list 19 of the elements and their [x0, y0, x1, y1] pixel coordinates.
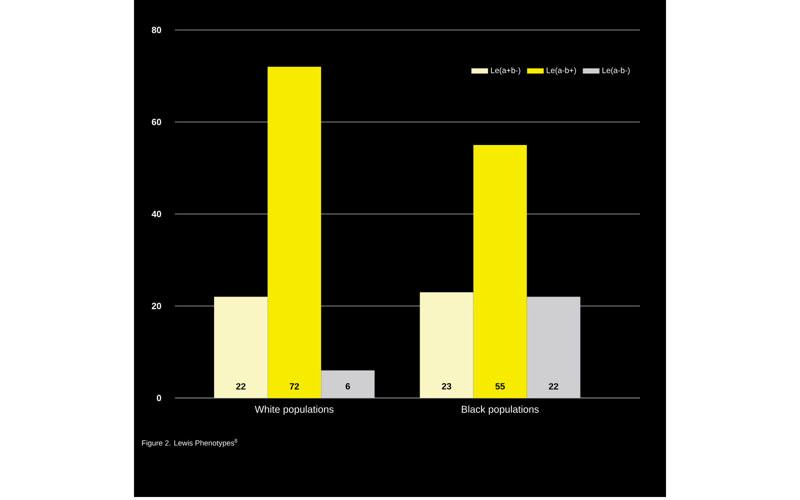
y-tick-label: 40	[152, 210, 162, 218]
bar	[268, 66, 322, 398]
bar	[420, 292, 474, 398]
y-tick-label: 0	[156, 394, 162, 402]
bar	[473, 144, 527, 398]
data-label: 6	[346, 383, 350, 390]
y-tick-label: 80	[152, 26, 162, 34]
bar	[321, 370, 375, 398]
y-tick-label: 20	[152, 302, 162, 310]
y-tick-label: 60	[152, 118, 162, 126]
bar	[526, 296, 580, 398]
data-label: 22	[236, 383, 246, 390]
x-tick-label: White populations	[254, 406, 334, 415]
data-label: 22	[548, 383, 558, 390]
bar	[214, 296, 268, 398]
data-label: 72	[290, 383, 299, 390]
data-label: 55	[495, 383, 505, 390]
data-label: 23	[442, 383, 452, 390]
x-tick-label: Black populations	[462, 406, 539, 415]
